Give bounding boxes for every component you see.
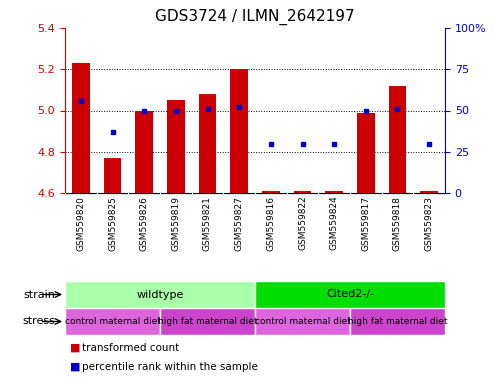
Bar bbox=[255, 308, 350, 335]
Text: high fat maternal diet: high fat maternal diet bbox=[158, 317, 257, 326]
Bar bbox=[350, 308, 445, 335]
Text: GSM559816: GSM559816 bbox=[266, 195, 275, 251]
Bar bbox=[357, 113, 375, 193]
Bar bbox=[65, 308, 160, 335]
Text: GSM559823: GSM559823 bbox=[424, 195, 434, 250]
Text: stress: stress bbox=[23, 316, 56, 326]
Bar bbox=[136, 111, 153, 193]
Bar bbox=[421, 191, 438, 193]
Bar bbox=[199, 94, 216, 193]
Text: GSM559819: GSM559819 bbox=[172, 195, 180, 251]
Text: wildtype: wildtype bbox=[136, 290, 184, 300]
Text: GSM559827: GSM559827 bbox=[235, 195, 244, 250]
Bar bbox=[65, 281, 255, 308]
Text: GSM559818: GSM559818 bbox=[393, 195, 402, 251]
Text: percentile rank within the sample: percentile rank within the sample bbox=[82, 362, 258, 372]
Text: GSM559821: GSM559821 bbox=[203, 195, 212, 250]
Bar bbox=[167, 100, 184, 193]
Bar bbox=[160, 308, 255, 335]
Title: GDS3724 / ILMN_2642197: GDS3724 / ILMN_2642197 bbox=[155, 9, 355, 25]
Bar bbox=[104, 158, 121, 193]
Bar bbox=[262, 191, 280, 193]
Bar bbox=[230, 69, 248, 193]
Bar bbox=[325, 191, 343, 193]
Text: ■: ■ bbox=[70, 362, 80, 372]
Bar bbox=[255, 281, 445, 308]
Text: Cited2-/-: Cited2-/- bbox=[326, 290, 374, 300]
Text: strain: strain bbox=[24, 290, 56, 300]
Text: high fat maternal diet: high fat maternal diet bbox=[348, 317, 447, 326]
Text: control maternal diet: control maternal diet bbox=[254, 317, 351, 326]
Bar bbox=[72, 63, 90, 193]
Text: control maternal diet: control maternal diet bbox=[65, 317, 160, 326]
Text: GSM559825: GSM559825 bbox=[108, 195, 117, 250]
Text: GSM559826: GSM559826 bbox=[140, 195, 149, 250]
Text: GSM559820: GSM559820 bbox=[76, 195, 85, 250]
Text: transformed count: transformed count bbox=[82, 343, 179, 353]
Bar bbox=[294, 191, 311, 193]
Text: GSM559817: GSM559817 bbox=[361, 195, 370, 251]
Text: GSM559824: GSM559824 bbox=[330, 195, 339, 250]
Text: GSM559822: GSM559822 bbox=[298, 195, 307, 250]
Text: ■: ■ bbox=[70, 343, 80, 353]
Bar bbox=[389, 86, 406, 193]
